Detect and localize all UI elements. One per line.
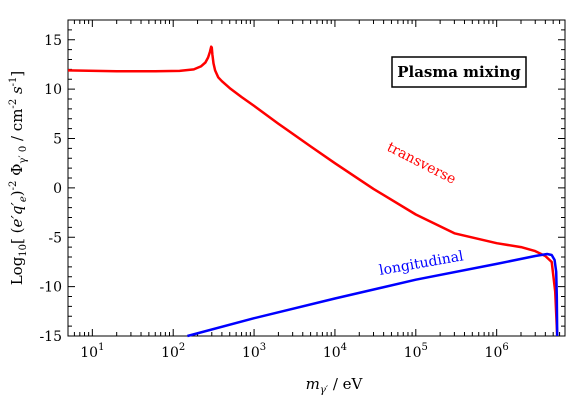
series-layer <box>67 45 559 338</box>
series-label-transverse: transverse <box>384 139 458 187</box>
y-axis-ticks: -15 -10 -5 0 5 10 15 <box>39 19 565 345</box>
series-label-longitudinal: longitudinal <box>378 248 465 279</box>
series-line-longitudinal <box>187 252 559 338</box>
x-axis-title: mγ′ / eV <box>306 375 364 396</box>
x-tick-label: 101 <box>80 342 104 361</box>
y-tick-label: 5 <box>53 132 62 148</box>
y-tick-label: -5 <box>48 230 62 246</box>
x-tick-label: 102 <box>161 342 185 361</box>
y-axis-title: Log10[ (e′q′e)-2 Φγ′ 0 / cm-2 s-1] <box>8 71 29 286</box>
y-tick-label: 10 <box>44 82 62 98</box>
x-tick-label: 106 <box>485 342 509 361</box>
y-tick-label: 0 <box>53 181 62 197</box>
x-tick-label: 104 <box>323 342 347 361</box>
y-tick-label: -10 <box>39 280 62 296</box>
y-tick-label: 15 <box>44 33 62 49</box>
series-line-transverse <box>67 45 559 337</box>
x-tick-label: 105 <box>404 342 428 361</box>
x-axis-ticks: 101 102 103 104 105 106 <box>67 20 566 361</box>
y-tick-label: -15 <box>39 329 62 345</box>
x-tick-label: 103 <box>242 342 266 361</box>
legend-box <box>391 56 527 88</box>
legend-box-label: Plasma mixing <box>397 63 521 81</box>
